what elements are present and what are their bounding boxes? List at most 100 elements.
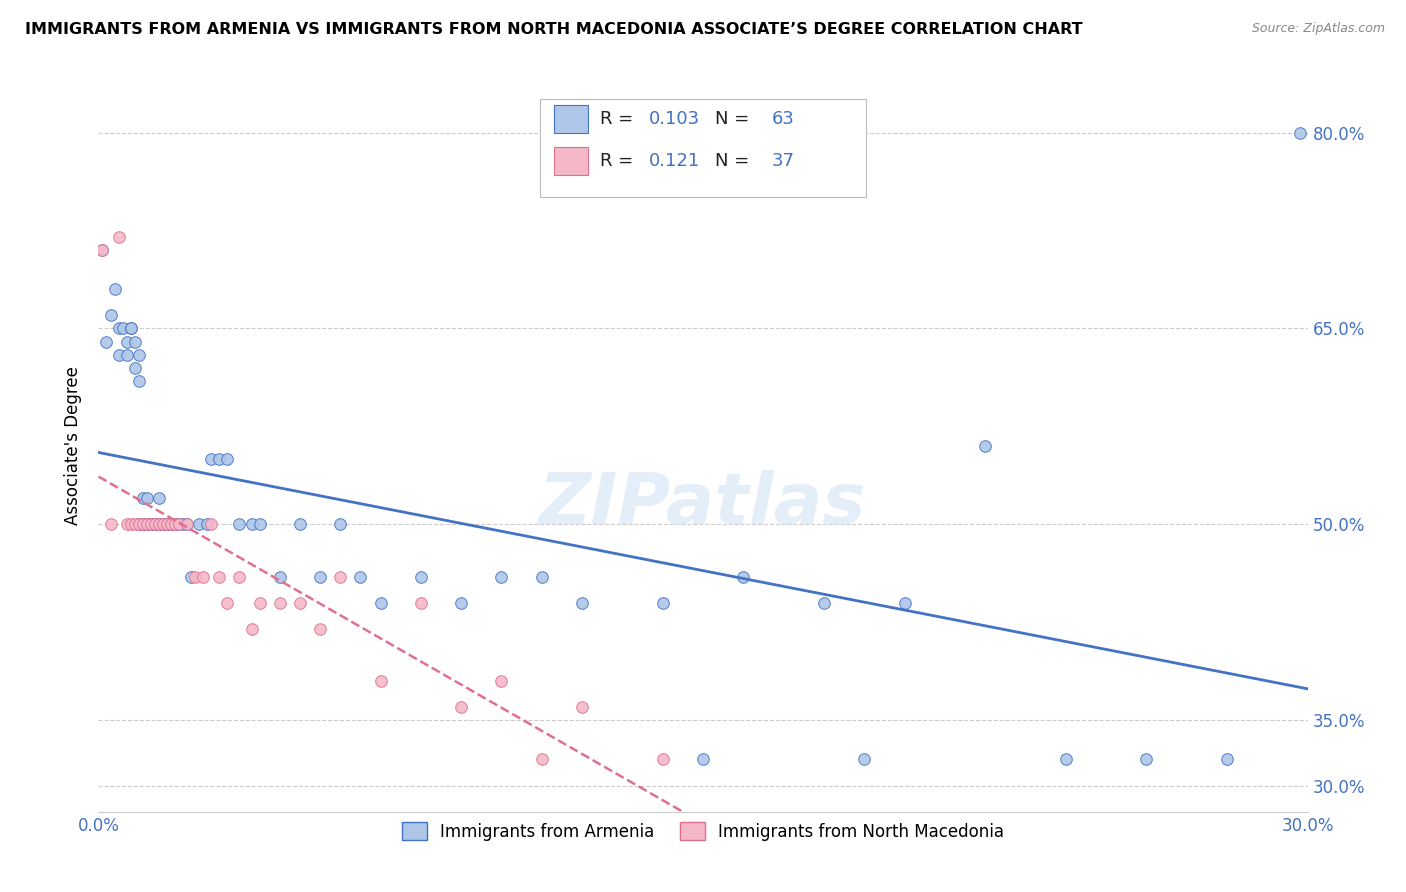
Point [733,569,755,583]
Point [450,596,472,610]
Point [139,517,162,532]
Point [156,517,179,532]
Point [370,596,392,610]
Point [96,334,118,349]
Point [167,517,190,532]
Point [409,569,432,583]
Point [193,569,215,583]
Point [100,309,122,323]
Text: IMMIGRANTS FROM ARMENIA VS IMMIGRANTS FROM NORTH MACEDONIA ASSOCIATE’S DEGREE CO: IMMIGRANTS FROM ARMENIA VS IMMIGRANTS FR… [25,22,1083,37]
Point [329,517,352,532]
Point [1288,126,1310,140]
Point [1054,752,1077,766]
Point [530,752,553,766]
Point [180,569,202,583]
Point [152,517,174,532]
Point [240,517,263,532]
Legend: Immigrants from Armenia, Immigrants from North Macedonia: Immigrants from Armenia, Immigrants from… [395,816,1011,847]
Point [120,517,142,532]
Point [530,569,553,583]
Point [349,569,371,583]
Point [135,517,157,532]
Point [571,596,593,610]
Point [135,517,157,532]
Point [163,517,186,532]
Point [409,596,432,610]
Point [208,569,231,583]
Point [1135,752,1157,766]
Point [128,517,150,532]
Point [124,517,146,532]
Point [288,596,311,610]
Point [139,517,162,532]
Point [217,596,239,610]
Point [249,517,271,532]
Point [160,517,183,532]
Point [217,452,239,467]
Y-axis label: Associate's Degree: Associate's Degree [65,367,83,525]
Point [152,517,174,532]
Bar [554,105,588,133]
Point [107,230,129,244]
Point [651,752,673,766]
Text: Source: ZipAtlas.com: Source: ZipAtlas.com [1251,22,1385,36]
Text: ZIPatlas: ZIPatlas [540,470,866,539]
Point [115,334,138,349]
Point [208,452,231,467]
Point [115,517,138,532]
Point [107,347,129,362]
Point [370,674,392,689]
Point [200,517,222,532]
Text: 37: 37 [772,152,794,169]
Point [309,569,332,583]
Point [91,243,114,257]
Point [135,491,157,506]
Point [120,321,142,335]
Point [156,517,179,532]
Point [160,517,183,532]
Point [228,517,250,532]
Point [128,347,150,362]
Point [269,569,291,583]
Point [491,674,513,689]
Bar [540,98,866,197]
Point [107,321,129,335]
Point [139,517,162,532]
Point [692,752,714,766]
Text: N =: N = [716,152,755,169]
Point [974,439,997,453]
Bar [554,147,588,175]
Point [184,569,207,583]
Point [132,517,155,532]
Point [172,517,194,532]
Point [269,596,291,610]
Point [176,517,198,532]
Point [167,517,190,532]
Point [148,491,170,506]
Point [148,517,170,532]
Text: 63: 63 [772,110,794,128]
Point [143,517,166,532]
Point [188,517,211,532]
Point [249,596,271,610]
Point [853,752,876,766]
Point [132,491,155,506]
Point [450,700,472,714]
Point [651,596,673,610]
Point [124,360,146,375]
Point [228,569,250,583]
Point [124,334,146,349]
Point [143,517,166,532]
Point [813,596,835,610]
Point [309,622,332,636]
Text: 0.121: 0.121 [648,152,700,169]
Point [120,321,142,335]
Point [163,517,186,532]
Point [571,700,593,714]
Point [128,517,150,532]
Point [132,517,155,532]
Point [195,517,218,532]
Text: 0.103: 0.103 [648,110,700,128]
Point [329,569,352,583]
Text: R =: R = [600,110,640,128]
